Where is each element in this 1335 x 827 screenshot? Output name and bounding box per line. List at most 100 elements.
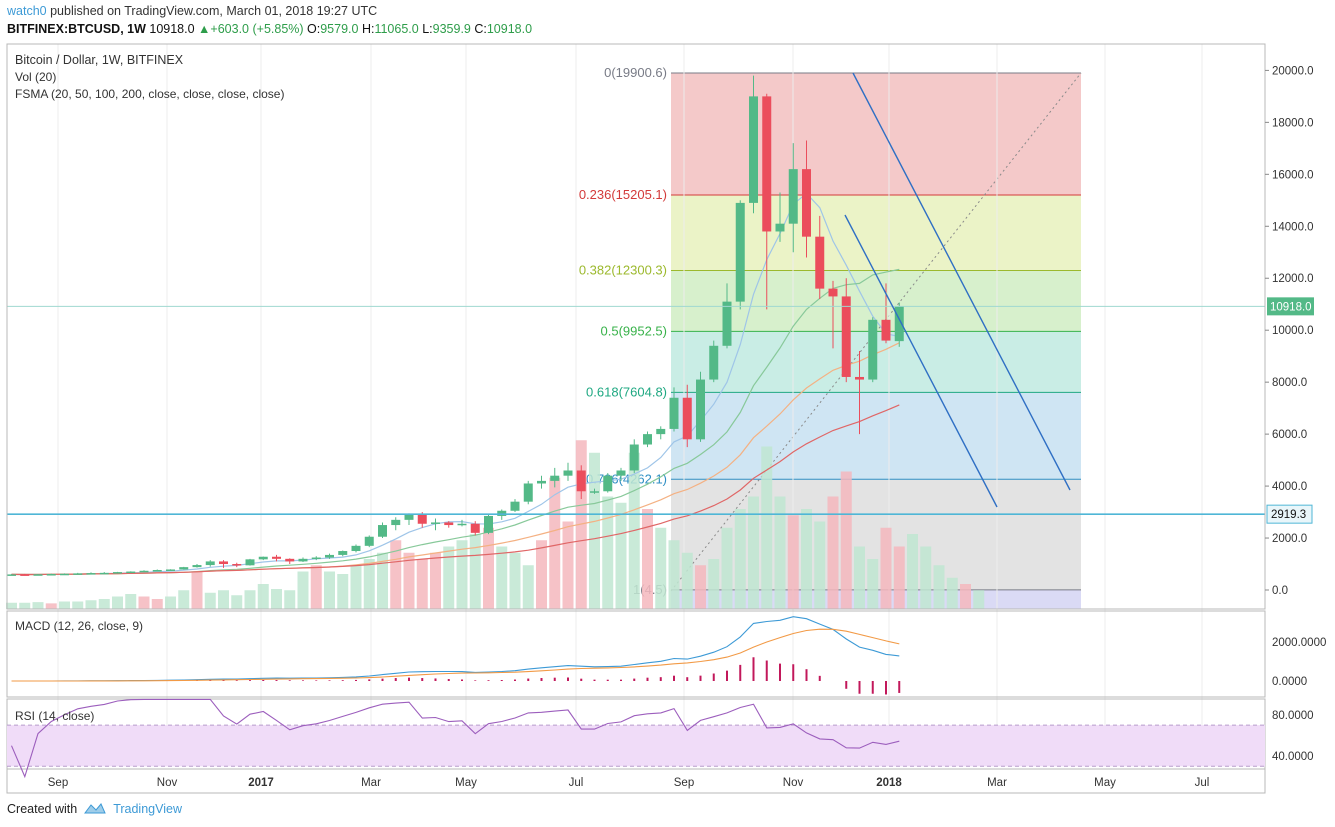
volume-bar	[284, 590, 296, 609]
fsma-legend[interactable]: FSMA (20, 50, 100, 200, close, close, cl…	[15, 87, 285, 101]
candle-body	[46, 574, 56, 576]
volume-bar	[496, 546, 508, 609]
channel-lower-trendline	[844, 214, 998, 508]
volume-bar	[45, 603, 57, 609]
ohlc-header: BITFINEX:BTCUSD, 1W 10918.0 ▲+603.0 (+5.…	[7, 22, 532, 36]
volume-bar	[562, 521, 574, 609]
y-tick-label: 0.0	[1272, 585, 1288, 597]
volume-bar	[297, 571, 309, 609]
candle-body	[894, 306, 904, 342]
author-link[interactable]: watch0	[7, 4, 47, 18]
candle-body	[166, 569, 175, 571]
macd-histogram-bar	[222, 680, 225, 681]
fib-zone	[671, 194, 1081, 271]
macd-histogram-bar	[288, 680, 291, 681]
candle-body	[205, 561, 215, 566]
time-axis-frame	[6, 768, 1266, 794]
macd-histogram-bar	[792, 664, 795, 681]
x-tick-label: Sep	[48, 777, 68, 789]
candle-body	[139, 570, 149, 573]
y-tick-label: 12000.0	[1272, 273, 1314, 285]
candle-body	[576, 470, 586, 492]
macd-histogram-bar	[898, 681, 901, 693]
volume-bar	[32, 602, 44, 609]
volume-bar	[112, 596, 123, 609]
y-tick-label: 4000.0	[1272, 481, 1307, 493]
volume-bar	[946, 577, 958, 609]
candle-body	[404, 514, 414, 520]
volume-bar	[271, 589, 282, 609]
candle-body	[881, 319, 891, 341]
macd-histogram-bar	[447, 679, 450, 681]
close-label: C:	[474, 22, 487, 36]
volume-bar	[430, 552, 441, 609]
volume-bar	[549, 477, 561, 609]
candle-body	[537, 480, 546, 484]
volume-bar	[787, 515, 799, 609]
candle-body	[457, 523, 467, 526]
macd-histogram-bar	[765, 660, 768, 681]
x-tick-label: May	[455, 777, 477, 789]
volume-bar	[59, 601, 70, 609]
volume-bar	[854, 546, 865, 609]
rsi-legend[interactable]: RSI (14, close)	[15, 709, 95, 723]
macd-histogram-bar	[540, 678, 543, 681]
volume-bar	[6, 602, 17, 609]
macd-histogram-bar	[461, 679, 463, 681]
volume-bar	[960, 584, 971, 609]
macd-histogram-bar	[302, 680, 304, 681]
volume-bar	[509, 552, 521, 609]
drawings	[7, 72, 1265, 515]
rsi-pane: 80.0000 40.0000	[7, 698, 1314, 779]
candle-body	[815, 236, 825, 289]
close-value: 10918.0	[486, 22, 533, 36]
volume-bar	[231, 595, 243, 609]
volume-bar	[403, 552, 415, 609]
candle-body	[126, 571, 136, 574]
x-tick-label: Sep	[674, 777, 694, 789]
candle-body	[629, 444, 639, 471]
macd-histogram-bar	[739, 664, 742, 681]
y-tick-label: 6000.0	[1272, 429, 1307, 441]
volume-bar	[257, 584, 269, 609]
last-price-label: 10918.0	[1270, 301, 1312, 313]
macd-histogram-bar	[593, 679, 596, 681]
macd-legend[interactable]: MACD (12, 26, close, 9)	[15, 619, 144, 633]
macd-histogram-bar	[500, 679, 503, 681]
volume-bar	[721, 527, 733, 609]
macd-histogram-bar	[871, 681, 874, 694]
volume-bar	[973, 590, 985, 609]
x-tick-label: Nov	[783, 777, 804, 789]
vol-legend[interactable]: Vol (20)	[15, 70, 57, 84]
candle-body	[7, 574, 16, 576]
volume-bar	[575, 440, 587, 609]
candle-body	[550, 475, 560, 481]
y-tick-label: 2000.0	[1272, 533, 1307, 545]
candle-body	[855, 376, 864, 380]
volume-bar	[801, 509, 812, 609]
x-tick-label: Jul	[569, 777, 584, 789]
candle-body	[788, 169, 798, 224]
volume-bar	[642, 509, 653, 609]
macd-histogram-bar	[686, 677, 689, 681]
candle-body	[603, 475, 613, 492]
candle-body	[709, 345, 719, 380]
volume-bar	[814, 521, 826, 609]
channel-upper-trendline	[852, 72, 1071, 491]
candle-body	[152, 569, 162, 572]
volume-bar	[191, 571, 203, 609]
candles	[7, 75, 904, 576]
macd-histogram-bar	[620, 679, 622, 681]
y-tick-label: 16000.0	[1272, 169, 1314, 181]
volume-bar	[337, 574, 349, 609]
rsi-line	[10, 698, 900, 779]
volume-bar	[933, 565, 945, 609]
volume-bar	[310, 565, 322, 609]
macd-histogram-bar	[527, 678, 530, 681]
candle-body	[391, 519, 401, 526]
volume-bar	[443, 546, 455, 609]
macd-histogram-bar	[487, 680, 490, 681]
candle-body	[656, 428, 666, 435]
tradingview-link[interactable]: TradingView	[113, 802, 182, 816]
